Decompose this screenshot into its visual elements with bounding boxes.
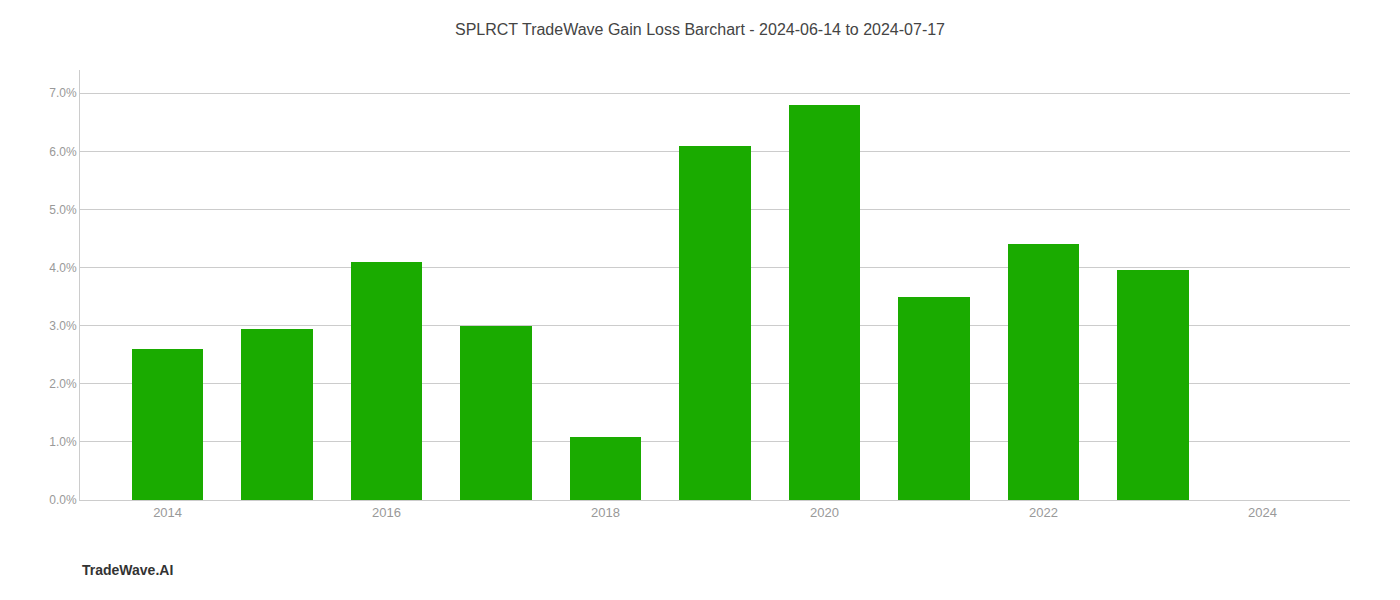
- svg-text:5.0%: 5.0%: [49, 203, 77, 217]
- svg-text:4.0%: 4.0%: [49, 261, 77, 275]
- svg-text:SPLRCT TradeWave Gain Loss Bar: SPLRCT TradeWave Gain Loss Barchart - 20…: [455, 21, 945, 38]
- svg-text:7.0%: 7.0%: [49, 86, 77, 100]
- svg-text:2022: 2022: [1029, 505, 1058, 520]
- svg-text:3.0%: 3.0%: [49, 319, 77, 333]
- svg-text:1.0%: 1.0%: [49, 435, 77, 449]
- svg-text:2.0%: 2.0%: [49, 377, 77, 391]
- svg-text:2016: 2016: [372, 505, 401, 520]
- svg-text:2020: 2020: [810, 505, 839, 520]
- svg-text:2024: 2024: [1248, 505, 1277, 520]
- svg-text:6.0%: 6.0%: [49, 145, 77, 159]
- svg-text:2014: 2014: [153, 505, 182, 520]
- svg-text:0.0%: 0.0%: [49, 493, 77, 507]
- svg-text:TradeWave.AI: TradeWave.AI: [82, 562, 173, 578]
- svg-text:2018: 2018: [591, 505, 620, 520]
